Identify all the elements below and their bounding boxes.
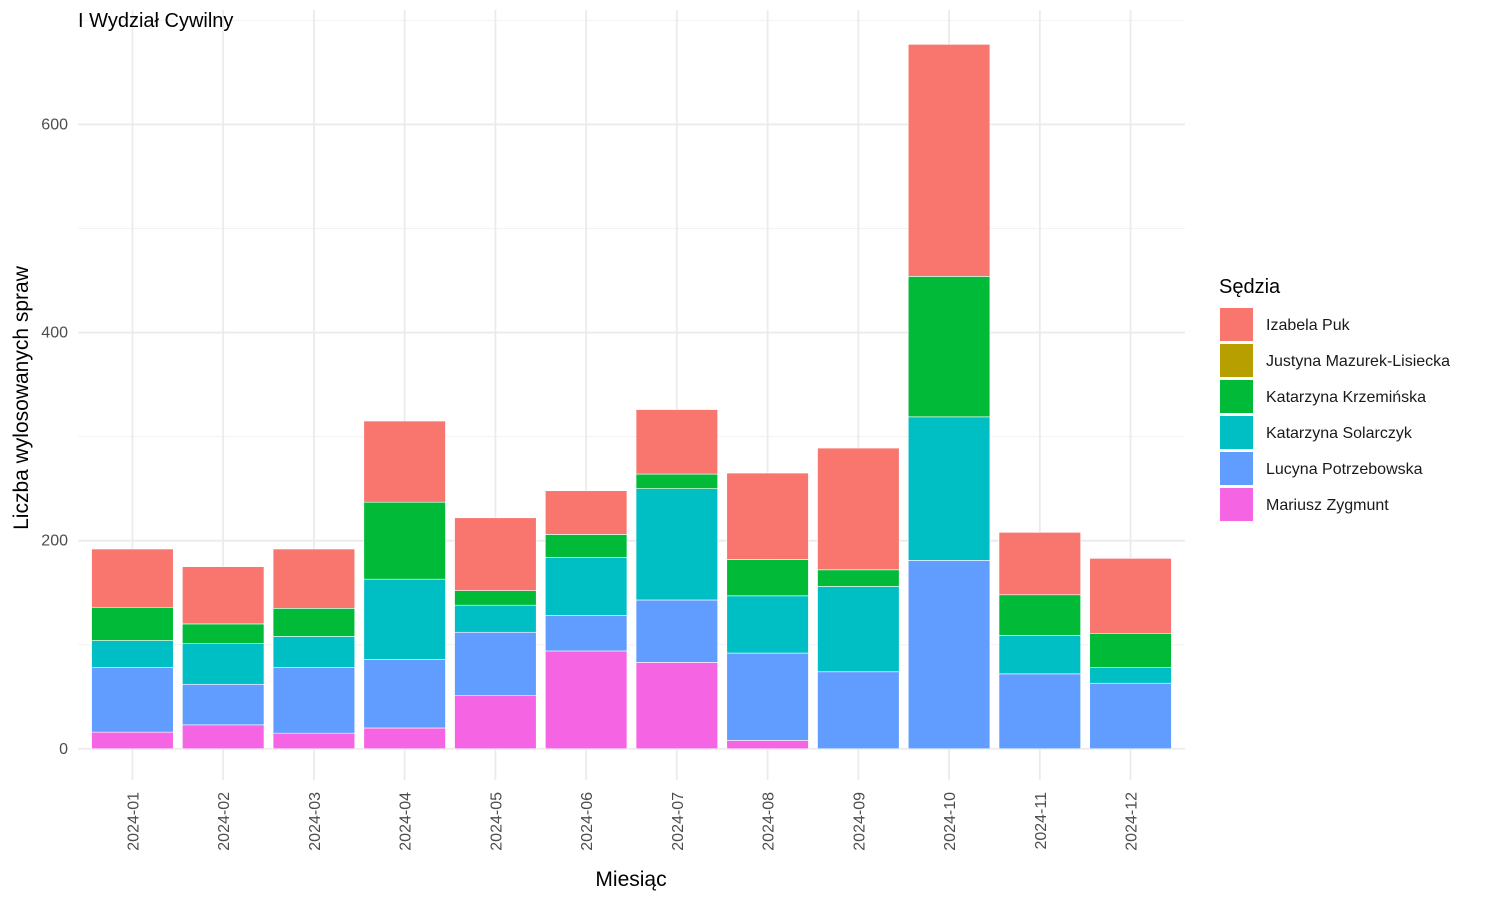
bar-segment xyxy=(182,566,265,625)
bar-segment xyxy=(182,643,265,685)
x-axis-title: Miesiąc xyxy=(595,868,666,891)
legend-swatch xyxy=(1220,380,1253,413)
x-tick-label: 2024-07 xyxy=(670,792,687,851)
x-tick-label: 2024-12 xyxy=(1124,792,1141,851)
y-tick-label: 0 xyxy=(59,741,68,758)
x-tick-label: 2024-11 xyxy=(1033,792,1050,850)
legend-swatch xyxy=(1220,344,1253,377)
y-tick-label: 600 xyxy=(41,116,68,133)
x-tick-label: 2024-06 xyxy=(579,792,596,851)
bar-segment xyxy=(91,731,174,750)
x-tick-label: 2024-04 xyxy=(398,792,415,851)
bar-segment xyxy=(726,595,809,654)
bar-segment xyxy=(817,586,900,673)
bar-segment xyxy=(907,44,991,277)
bar-segment xyxy=(1089,632,1172,668)
bar-segment xyxy=(817,569,900,587)
bar-segment xyxy=(91,606,174,641)
y-axis-title: Liczba wylosowanych spraw xyxy=(10,265,33,530)
bar-segment xyxy=(363,420,446,503)
bar-segment xyxy=(363,501,446,580)
bar-segment xyxy=(1089,682,1172,750)
legend-swatch xyxy=(1220,416,1253,449)
y-tick-label: 400 xyxy=(41,325,68,342)
legend-label: Lucyna Potrzebowska xyxy=(1266,461,1423,478)
bar-segment xyxy=(635,409,719,475)
legend-label: Mariusz Zygmunt xyxy=(1266,497,1389,514)
bar-segment xyxy=(726,652,809,741)
chart-title: I Wydział Cywilny xyxy=(78,10,233,32)
bar-segment xyxy=(454,517,537,591)
bar-segment xyxy=(363,578,446,660)
bar-segment xyxy=(544,557,628,616)
legend-title: Sędzia xyxy=(1219,276,1281,298)
legend-label: Justyna Mazurek-Lisiecka xyxy=(1266,353,1450,370)
bar-segment xyxy=(454,604,537,633)
bar-segment xyxy=(91,548,174,608)
y-tick-label: 200 xyxy=(41,533,68,550)
bar-segment xyxy=(635,662,719,750)
bar-stack-group xyxy=(91,44,1172,750)
bar-segment xyxy=(272,636,356,668)
bar-segment xyxy=(726,559,809,597)
legend-items: Izabela Puk Justyna Mazurek-Lisiecka Katar… xyxy=(1220,308,1450,521)
bar-segment xyxy=(91,640,174,668)
bar-segment xyxy=(635,599,719,663)
bar-segment xyxy=(182,724,265,750)
bar-segment xyxy=(272,732,356,750)
x-tick-label: 2024-05 xyxy=(488,792,505,851)
x-tick-label: 2024-03 xyxy=(307,792,324,851)
bar-segment xyxy=(363,658,446,729)
bar-segment xyxy=(182,623,265,644)
bar-segment xyxy=(182,683,265,726)
bar-segment xyxy=(544,650,628,750)
bar-segment xyxy=(726,740,809,750)
x-tick-label: 2024-01 xyxy=(125,792,142,851)
bar-segment xyxy=(726,472,809,560)
legend-label: Katarzyna Krzemińska xyxy=(1266,389,1426,406)
legend-label: Katarzyna Solarczyk xyxy=(1266,425,1413,442)
x-axis-ticks: 2024-01 2024-02 2024-03 2024-04 2024-05 2024-… xyxy=(125,792,1140,851)
legend-swatch xyxy=(1220,308,1253,341)
bar-segment xyxy=(363,727,446,750)
bar-segment xyxy=(998,635,1081,675)
bar-segment xyxy=(1089,667,1172,684)
x-tick-label: 2024-08 xyxy=(761,792,778,851)
bar-segment xyxy=(91,667,174,733)
legend-swatch xyxy=(1220,488,1253,521)
bar-segment xyxy=(1089,558,1172,634)
bar-segment xyxy=(907,276,991,418)
bar-segment xyxy=(454,631,537,697)
bar-segment xyxy=(907,560,991,750)
bar-segment xyxy=(998,532,1081,596)
bar-segment xyxy=(454,695,537,750)
bar-segment xyxy=(817,671,900,750)
x-tick-label: 2024-10 xyxy=(942,792,959,851)
bar-segment xyxy=(454,590,537,606)
y-axis-ticks: 0 200 400 600 xyxy=(41,116,68,757)
bar-segment xyxy=(907,416,991,561)
bar-segment xyxy=(272,548,356,609)
bar-segment xyxy=(544,490,628,535)
bar-segment xyxy=(817,447,900,571)
bar-segment xyxy=(998,594,1081,636)
legend-label: Izabela Puk xyxy=(1266,317,1351,334)
x-tick-label: 2024-09 xyxy=(851,792,868,851)
bar-segment xyxy=(544,615,628,652)
bar-segment xyxy=(998,673,1081,750)
x-tick-label: 2024-02 xyxy=(216,792,233,851)
legend-swatch xyxy=(1220,452,1253,485)
bar-segment xyxy=(635,488,719,601)
bar-segment xyxy=(635,473,719,489)
bar-segment xyxy=(272,608,356,637)
bar-segment xyxy=(544,534,628,558)
legend: Sędzia Izabela Puk Justyna Mazurek-Lisiec… xyxy=(1219,276,1450,521)
bar-segment xyxy=(272,667,356,734)
